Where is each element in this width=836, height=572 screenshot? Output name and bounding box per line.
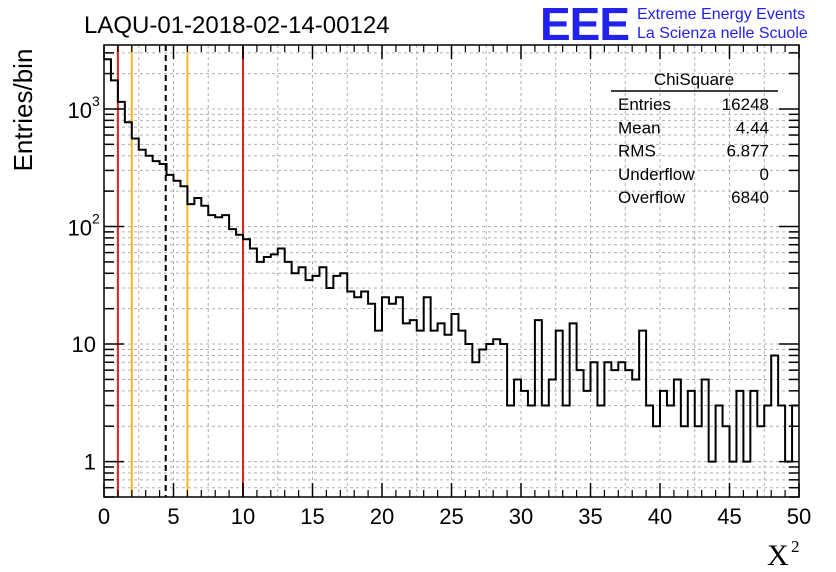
x-tick-label: 35 (578, 504, 602, 529)
eee-logo: EEE Extreme Energy Events La Scienza nel… (540, 0, 808, 50)
stats-row-value: 6.877 (726, 142, 769, 161)
x-tick-label: 30 (509, 504, 533, 529)
y-tick-label: 10 (72, 332, 96, 357)
logo-mark: EEE (540, 0, 629, 50)
stats-row-label: Overflow (618, 188, 686, 207)
x-tick-label: 15 (300, 504, 324, 529)
stats-box: ChiSquare Entries 16248 Mean 4.44 RMS 6.877 Un… (611, 70, 778, 207)
x-tick-label: 45 (717, 504, 741, 529)
histogram-series (104, 58, 799, 463)
stats-row-value: 4.44 (736, 118, 769, 137)
stats-row-value: 6840 (731, 188, 769, 207)
y-tick-label-exponent: 2 (92, 211, 100, 227)
stats-row-value: 0 (760, 165, 769, 184)
x-axis-label-main: X (767, 539, 789, 572)
x-tick-label: 25 (439, 504, 463, 529)
stats-row-label: Mean (618, 118, 661, 137)
y-tick-label: 1 (84, 450, 96, 475)
x-axis-label: X 2 (767, 537, 800, 572)
stats-rows: Entries 16248 Mean 4.44 RMS 6.877 Underflow 0 Ov… (618, 95, 769, 207)
x-tick-label: 5 (167, 504, 179, 529)
reference-lines (116, 45, 244, 497)
x-tick-label: 40 (648, 504, 672, 529)
stats-row-label: RMS (618, 142, 656, 161)
stats-row-label: Underflow (618, 165, 695, 184)
stats-row-value: 16248 (722, 95, 769, 114)
x-tick-label: 50 (787, 504, 811, 529)
y-tick-label-exponent: 3 (92, 93, 100, 109)
stats-title: ChiSquare (654, 70, 734, 89)
y-tick-label: 10 (68, 216, 92, 241)
y-axis-label: Entries/bin (8, 49, 38, 172)
x-tick-label: 10 (231, 504, 255, 529)
chart-title: LAQU-01-2018-02-14-00124 (84, 12, 390, 39)
x-tick-label: 0 (98, 504, 110, 529)
grid-lines (104, 45, 799, 497)
logo-line2: La Scienza nelle Scuole (637, 25, 808, 42)
x-axis-label-sup: 2 (791, 537, 800, 556)
x-tick-label: 20 (370, 504, 394, 529)
y-tick-label: 10 (68, 98, 92, 123)
stats-row-label: Entries (618, 95, 671, 114)
logo-line1: Extreme Energy Events (637, 6, 805, 23)
